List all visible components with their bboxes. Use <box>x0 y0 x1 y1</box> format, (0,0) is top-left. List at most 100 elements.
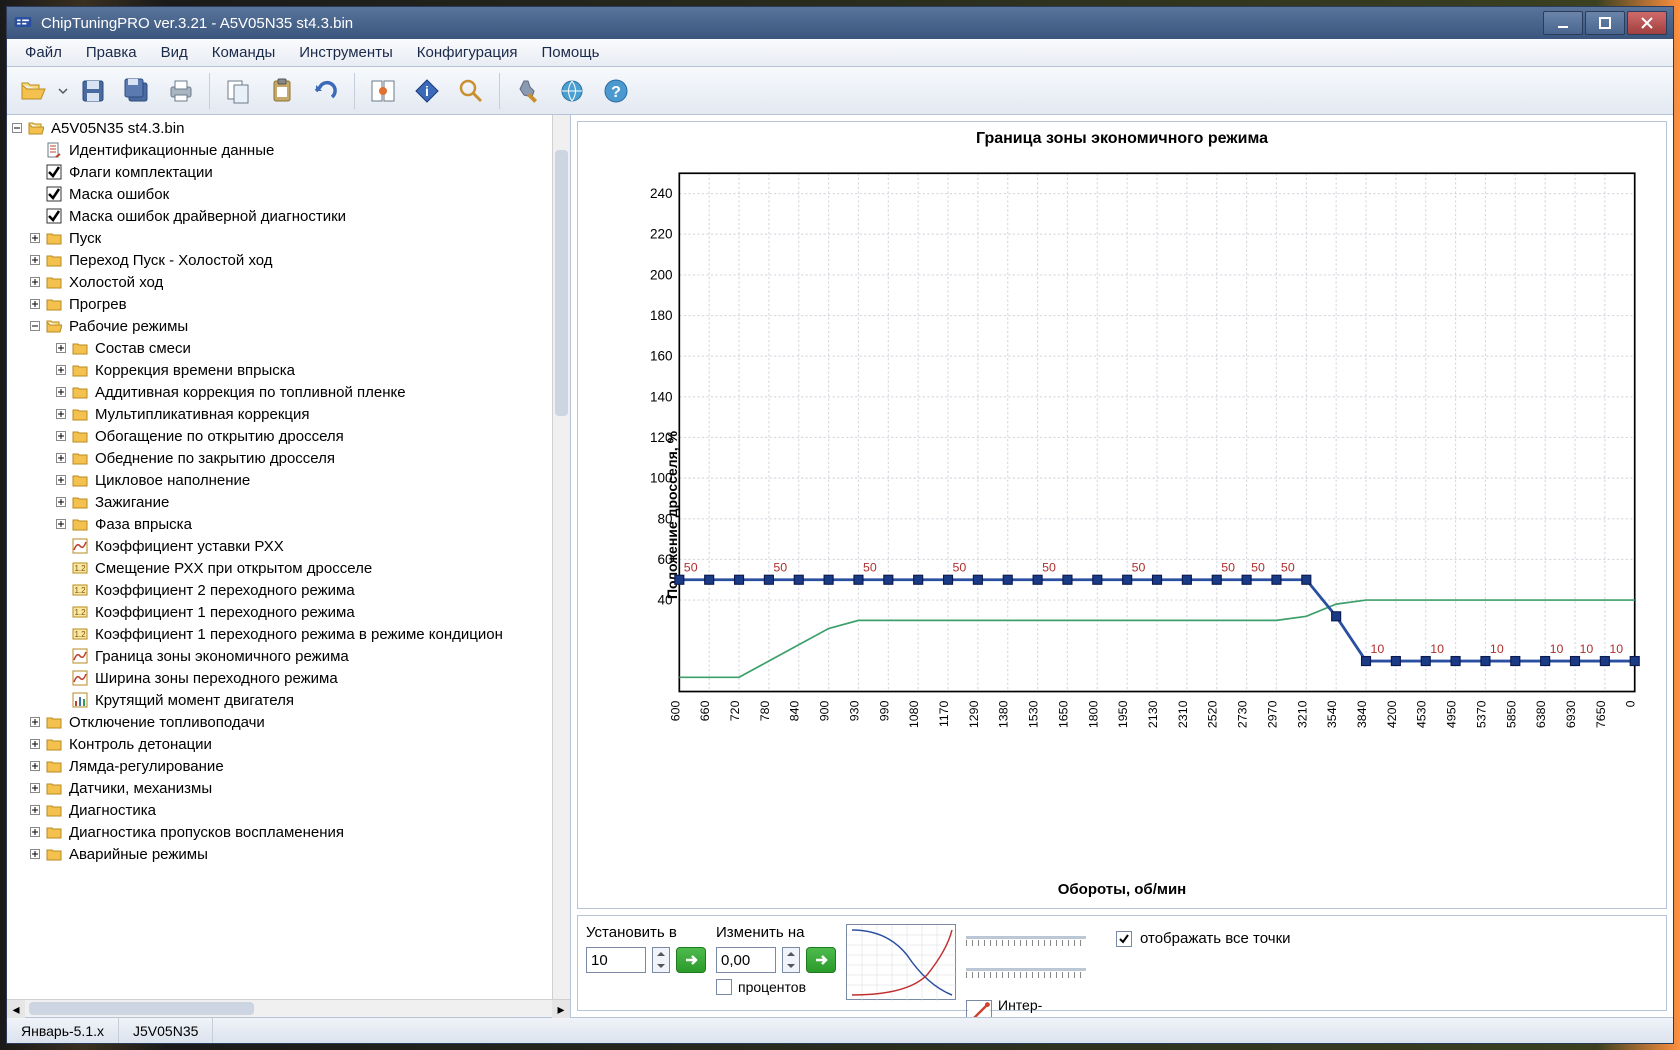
change-value-input[interactable] <box>716 947 776 973</box>
menu-edit[interactable]: Правка <box>74 40 149 65</box>
menu-view[interactable]: Вид <box>149 40 200 65</box>
set-value-input[interactable] <box>586 947 646 973</box>
expand-toggle[interactable] <box>55 409 67 419</box>
expand-toggle[interactable] <box>29 277 41 287</box>
tree-item[interactable]: Прогрев <box>11 293 552 315</box>
show-all-checkbox[interactable] <box>1116 931 1132 947</box>
tree-item-label: Коэффициент 2 переходного режима <box>93 582 357 599</box>
tree-item[interactable]: Мультипликативная коррекция <box>11 403 552 425</box>
tree-item[interactable]: Рабочие режимы <box>11 315 552 337</box>
tree-item[interactable]: 1.2Коэффициент 1 переходного режима в ре… <box>11 623 552 645</box>
tree-item[interactable]: Пуск <box>11 227 552 249</box>
svg-text:50: 50 <box>1251 561 1265 575</box>
tools-button[interactable] <box>508 71 548 111</box>
tree-item[interactable]: Аварийные режимы <box>11 843 552 865</box>
percent-checkbox[interactable] <box>716 979 732 995</box>
tree-item[interactable]: Коэффициент уставки РХХ <box>11 535 552 557</box>
change-spinner[interactable] <box>782 947 800 973</box>
network-button[interactable] <box>552 71 592 111</box>
expand-toggle[interactable] <box>29 849 41 859</box>
expand-toggle[interactable] <box>55 365 67 375</box>
menu-file[interactable]: Файл <box>13 40 74 65</box>
svg-text:2970: 2970 <box>1265 700 1279 728</box>
paste-button[interactable] <box>262 71 302 111</box>
tree-item[interactable]: Обеднение по закрытию дросселя <box>11 447 552 469</box>
expand-toggle[interactable] <box>29 299 41 309</box>
menu-tools[interactable]: Инструменты <box>287 40 405 65</box>
tree-item[interactable]: Переход Пуск - Холостой ход <box>11 249 552 271</box>
tree-item[interactable]: Ширина зоны переходного режима <box>11 667 552 689</box>
tree-item[interactable]: Маска ошибок драйверной диагностики <box>11 205 552 227</box>
tree-item-label: Крутящий момент двигателя <box>93 692 296 709</box>
expand-toggle[interactable] <box>29 783 41 793</box>
expand-toggle[interactable] <box>55 431 67 441</box>
expand-toggle[interactable] <box>29 827 41 837</box>
horizontal-scrollbar[interactable]: ◂ ▸ <box>7 999 570 1017</box>
tree-item[interactable]: Идентификационные данные <box>11 139 552 161</box>
svg-text:930: 930 <box>847 700 861 721</box>
tree-item[interactable]: Цикловое наполнение <box>11 469 552 491</box>
expand-toggle[interactable] <box>55 519 67 529</box>
expand-toggle[interactable] <box>29 805 41 815</box>
print-button[interactable] <box>161 71 201 111</box>
maximize-button[interactable] <box>1585 11 1625 35</box>
expand-toggle[interactable] <box>55 453 67 463</box>
expand-toggle[interactable] <box>29 717 41 727</box>
close-button[interactable] <box>1627 11 1667 35</box>
tree-root[interactable]: A5V05N35 st4.3.bin <box>11 117 552 139</box>
open-button[interactable] <box>13 71 53 111</box>
tree-item[interactable]: Диагностика <box>11 799 552 821</box>
tree-item[interactable]: Коррекция времени впрыска <box>11 359 552 381</box>
vertical-scrollbar[interactable] <box>552 115 570 999</box>
tree-item[interactable]: Зажигание <box>11 491 552 513</box>
tree-item[interactable]: Состав смеси <box>11 337 552 359</box>
tree-item[interactable]: Крутящий момент двигателя <box>11 689 552 711</box>
tree-item[interactable]: Граница зоны экономичного режима <box>11 645 552 667</box>
expand-toggle[interactable] <box>29 761 41 771</box>
menu-help[interactable]: Помощь <box>529 40 611 65</box>
expand-toggle[interactable] <box>55 475 67 485</box>
tree-item[interactable]: Холостой ход <box>11 271 552 293</box>
svg-text:1.2: 1.2 <box>74 564 86 573</box>
svg-text:1380: 1380 <box>997 700 1011 728</box>
change-go-button[interactable] <box>806 947 836 973</box>
save-all-button[interactable] <box>117 71 157 111</box>
svg-text:50: 50 <box>1042 561 1056 575</box>
tree-item[interactable]: Диагностика пропусков воспламенения <box>11 821 552 843</box>
tree-item[interactable]: Отключение топливоподачи <box>11 711 552 733</box>
info-button[interactable]: i <box>407 71 447 111</box>
compare-button[interactable] <box>363 71 403 111</box>
chart-icon <box>71 647 89 665</box>
expand-toggle[interactable] <box>55 343 67 353</box>
tree-item[interactable]: Обогащение по открытию дросселя <box>11 425 552 447</box>
tree-item[interactable]: 1.2Смещение РХХ при открытом дросселе <box>11 557 552 579</box>
expand-toggle[interactable] <box>55 497 67 507</box>
tree-item[interactable]: Аддитивная коррекция по топливной пленке <box>11 381 552 403</box>
menu-config[interactable]: Конфигурация <box>405 40 530 65</box>
expand-toggle[interactable] <box>29 233 41 243</box>
tree-item[interactable]: Контроль детонации <box>11 733 552 755</box>
search-button[interactable] <box>451 71 491 111</box>
help-button[interactable]: ? <box>596 71 636 111</box>
tree-item[interactable]: Маска ошибок <box>11 183 552 205</box>
tree-item[interactable]: 1.2Коэффициент 1 переходного режима <box>11 601 552 623</box>
minimize-button[interactable] <box>1543 11 1583 35</box>
expand-toggle[interactable] <box>55 387 67 397</box>
set-spinner[interactable] <box>652 947 670 973</box>
tree-item[interactable]: Фаза впрыска <box>11 513 552 535</box>
tree-item[interactable]: Флаги комплектации <box>11 161 552 183</box>
brightness-slider[interactable] <box>966 928 1086 948</box>
save-button[interactable] <box>73 71 113 111</box>
expand-toggle[interactable] <box>29 255 41 265</box>
dropdown-arrow-icon[interactable] <box>57 73 69 109</box>
set-go-button[interactable] <box>676 947 706 973</box>
expand-toggle[interactable] <box>29 321 41 331</box>
copy-button[interactable] <box>218 71 258 111</box>
tree-item[interactable]: Лямда-регулирование <box>11 755 552 777</box>
contrast-slider[interactable] <box>966 960 1086 980</box>
menu-commands[interactable]: Команды <box>200 40 288 65</box>
tree-item[interactable]: Датчики, механизмы <box>11 777 552 799</box>
tree-item[interactable]: 1.2Коэффициент 2 переходного режима <box>11 579 552 601</box>
undo-button[interactable] <box>306 71 346 111</box>
expand-toggle[interactable] <box>29 739 41 749</box>
